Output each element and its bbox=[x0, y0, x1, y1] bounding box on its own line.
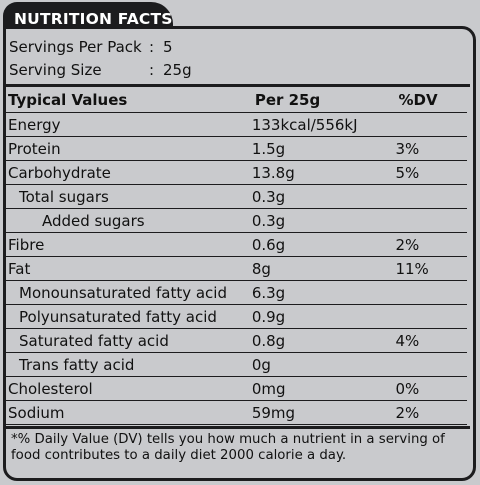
serving-size-label: Serving Size bbox=[9, 61, 102, 79]
nutrient-dv: 4% bbox=[395, 328, 467, 353]
nutrient-per-serving: 6.3g bbox=[251, 280, 396, 305]
table-row: Monounsaturated fatty acid 6.3g bbox=[5, 280, 467, 305]
nutrient-per-serving: 133kcal/556kJ bbox=[251, 112, 396, 137]
column-header-dv: %DV bbox=[395, 88, 467, 113]
nutrient-name: Fibre bbox=[5, 232, 252, 257]
table-row: Saturated fatty acid 0.8g 4% bbox=[5, 328, 467, 353]
nutrient-dv bbox=[395, 184, 467, 209]
nutrient-dv: 5% bbox=[395, 160, 467, 185]
table-header-row: Typical Values Per 25g %DV bbox=[5, 88, 467, 113]
colon-separator: : bbox=[149, 38, 155, 56]
nutrient-dv: 2% bbox=[395, 400, 467, 425]
servings-per-pack-value: 5 bbox=[163, 38, 173, 56]
nutrient-name: Saturated fatty acid bbox=[5, 328, 252, 353]
divider-top bbox=[3, 84, 470, 87]
nutrient-name: Sodium bbox=[5, 400, 252, 425]
nutrient-per-serving: 8g bbox=[251, 256, 396, 281]
nutrient-name: Protein bbox=[5, 136, 252, 161]
table-row: Sodium 59mg 2% bbox=[5, 400, 467, 425]
column-header-typical-values: Typical Values bbox=[5, 88, 252, 113]
colon-separator: : bbox=[149, 61, 155, 79]
nutrient-dv: 2% bbox=[395, 232, 467, 257]
nutrient-dv bbox=[395, 352, 467, 377]
nutrient-per-serving: 0.3g bbox=[251, 208, 396, 233]
panel-title: NUTRITION FACTS bbox=[14, 10, 173, 28]
nutrient-dv: 3% bbox=[395, 136, 467, 161]
nutrient-dv: 0% bbox=[395, 376, 467, 401]
nutrition-table: Typical Values Per 25g %DV Energy 133kca… bbox=[5, 88, 467, 425]
nutrient-dv bbox=[395, 280, 467, 305]
nutrient-per-serving: 59mg bbox=[251, 400, 396, 425]
table-row: Trans fatty acid 0g bbox=[5, 352, 467, 377]
nutrient-per-serving: 0.6g bbox=[251, 232, 396, 257]
servings-per-pack-row: Servings Per Pack:5 bbox=[9, 38, 173, 56]
table-row: Fibre 0.6g 2% bbox=[5, 232, 467, 257]
table-row: Cholesterol 0mg 0% bbox=[5, 376, 467, 401]
nutrient-per-serving: 0.8g bbox=[251, 328, 396, 353]
nutrient-per-serving: 13.8g bbox=[251, 160, 396, 185]
nutrient-per-serving: 0mg bbox=[251, 376, 396, 401]
nutrient-per-serving: 1.5g bbox=[251, 136, 396, 161]
divider-bottom bbox=[3, 426, 470, 429]
nutrient-name: Polyunsaturated fatty acid bbox=[5, 304, 252, 329]
nutrient-name: Cholesterol bbox=[5, 376, 252, 401]
table-row: Polyunsaturated fatty acid 0.9g bbox=[5, 304, 467, 329]
nutrient-name: Fat bbox=[5, 256, 252, 281]
nutrient-name: Trans fatty acid bbox=[5, 352, 252, 377]
serving-size-value: 25g bbox=[163, 61, 192, 79]
nutrient-per-serving: 0.9g bbox=[251, 304, 396, 329]
table-row: Energy 133kcal/556kJ bbox=[5, 112, 467, 137]
nutrient-dv: 11% bbox=[395, 256, 467, 281]
nutrient-dv bbox=[395, 208, 467, 233]
nutrient-name: Monounsaturated fatty acid bbox=[5, 280, 252, 305]
nutrient-per-serving: 0g bbox=[251, 352, 396, 377]
table-row: Fat 8g 11% bbox=[5, 256, 467, 281]
daily-value-footnote: *% Daily Value (DV) tells you how much a… bbox=[11, 432, 445, 463]
nutrient-name: Carbohydrate bbox=[5, 160, 252, 185]
table-row: Protein 1.5g 3% bbox=[5, 136, 467, 161]
table-row: Added sugars 0.3g bbox=[5, 208, 467, 233]
nutrient-per-serving: 0.3g bbox=[251, 184, 396, 209]
table-row: Total sugars 0.3g bbox=[5, 184, 467, 209]
column-header-per-serving: Per 25g bbox=[251, 88, 396, 113]
nutrient-name: Energy bbox=[5, 112, 252, 137]
serving-size-row: Serving Size:25g bbox=[9, 61, 192, 79]
nutrient-name: Total sugars bbox=[5, 184, 252, 209]
servings-per-pack-label: Servings Per Pack bbox=[9, 38, 142, 56]
nutrient-dv bbox=[395, 304, 467, 329]
nutrient-name: Added sugars bbox=[5, 208, 252, 233]
nutrient-dv bbox=[395, 112, 467, 137]
table-row: Carbohydrate 13.8g 5% bbox=[5, 160, 467, 185]
